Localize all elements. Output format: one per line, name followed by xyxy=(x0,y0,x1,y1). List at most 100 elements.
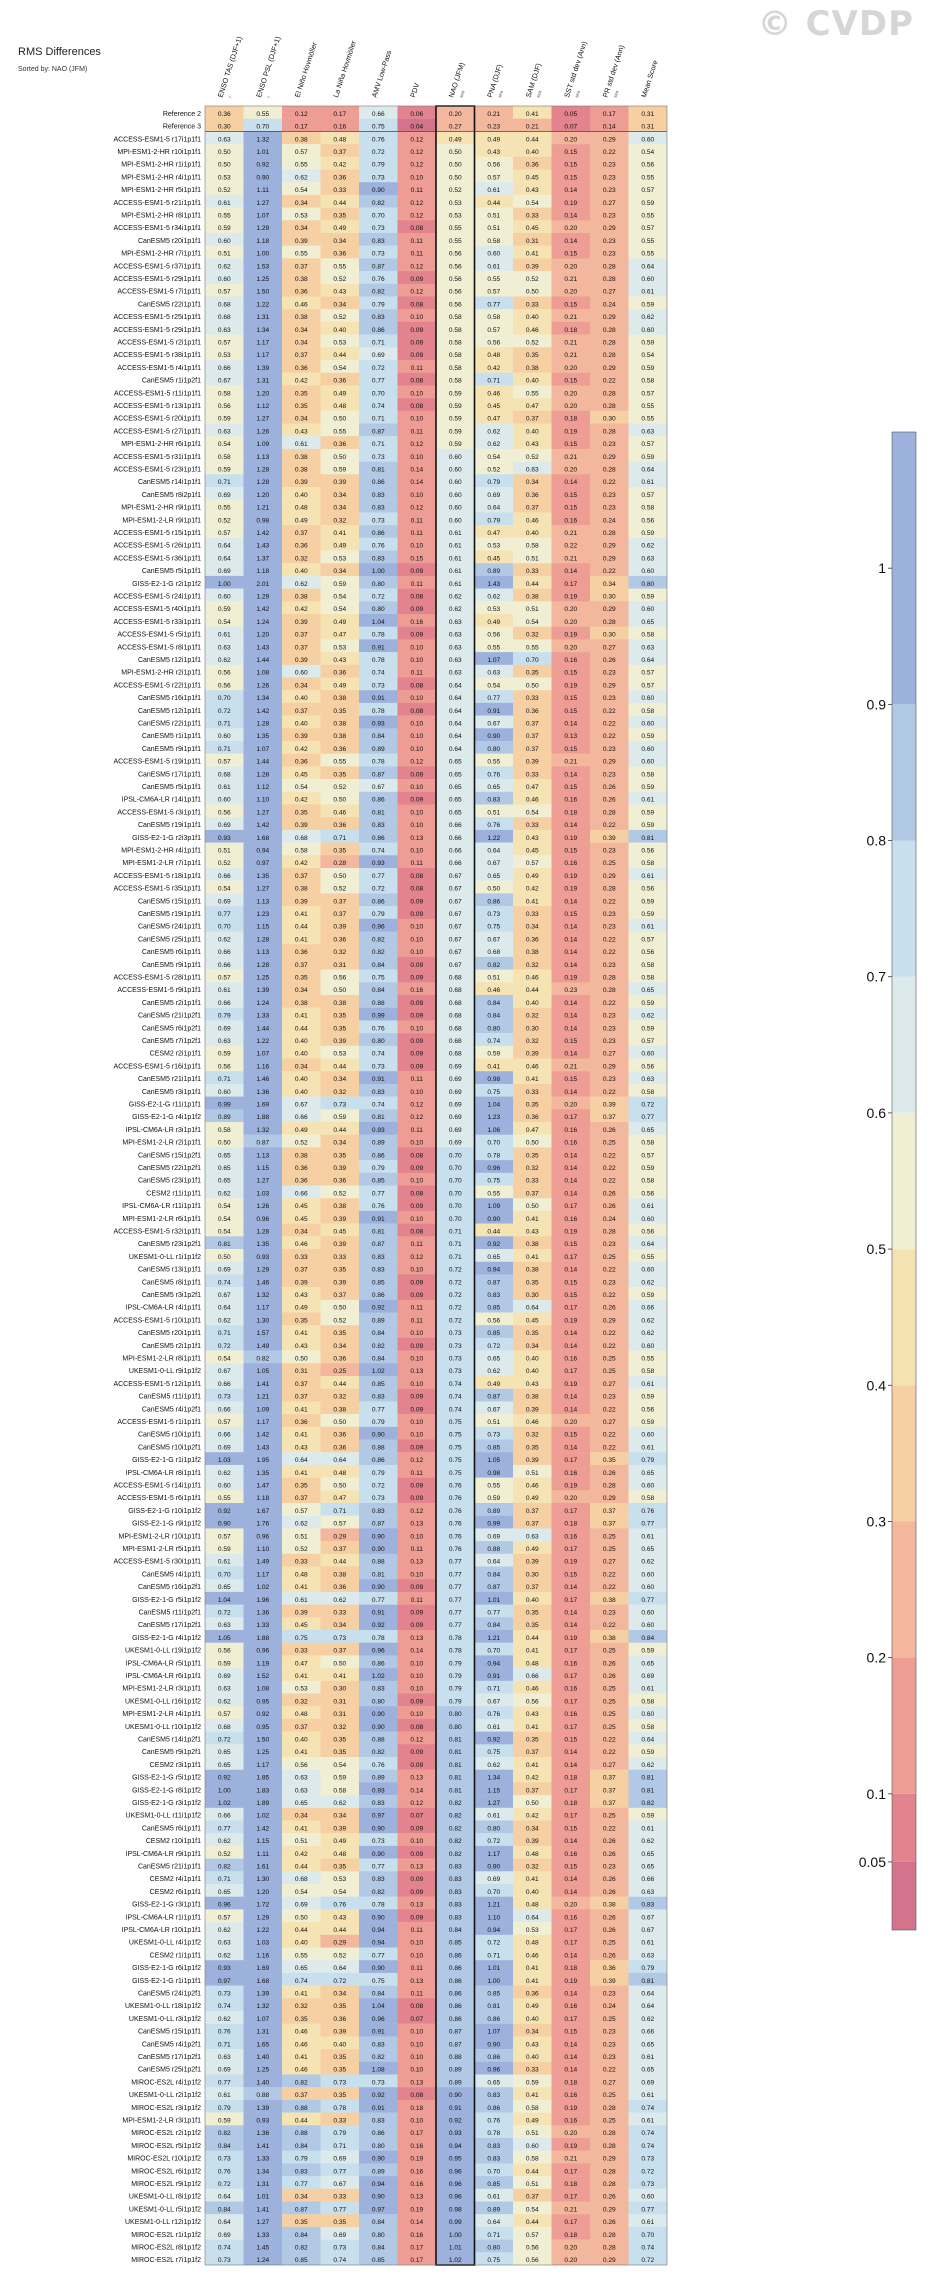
cell-value: 0.40 xyxy=(295,568,308,575)
cell-value: 0.57 xyxy=(218,289,231,296)
cell-value: 0.58 xyxy=(526,2156,539,2163)
cell-value: 0.70 xyxy=(487,2168,500,2175)
cell-value: 1.52 xyxy=(256,1673,269,1680)
heatmap-cell xyxy=(513,944,552,958)
cell-value: 0.42 xyxy=(487,365,500,372)
heatmap-cell xyxy=(320,741,359,754)
cell-value: 0.70 xyxy=(487,1140,500,1147)
cell-value: 0.62 xyxy=(218,1838,231,1845)
cell-value: 0.69 xyxy=(372,352,385,359)
cell-value: 0.59 xyxy=(641,809,654,816)
column-header: PR std dev (Ann) xyxy=(601,44,626,99)
cell-value: 0.30 xyxy=(603,594,616,601)
cell-value: 0.67 xyxy=(641,1914,654,1921)
cell-value: 0.86 xyxy=(372,797,385,804)
heatmap-cell xyxy=(436,474,475,488)
cell-value: 0.53 xyxy=(487,543,500,550)
heatmap-cell xyxy=(397,563,436,577)
cell-value: 0.51 xyxy=(295,1533,308,1540)
heatmap-cell xyxy=(243,1947,282,1961)
heatmap-cell xyxy=(513,1274,552,1288)
cell-value: 0.49 xyxy=(333,1838,346,1845)
cell-value: 0.58 xyxy=(641,1178,654,1185)
cell-value: 0.61 xyxy=(641,2219,654,2226)
cell-value: 0.64 xyxy=(449,708,462,715)
cell-value: 0.65 xyxy=(449,809,462,816)
heatmap-cell xyxy=(551,614,590,627)
heatmap-cell xyxy=(359,842,398,856)
cell-value: 0.36 xyxy=(333,822,346,829)
heatmap-cell xyxy=(628,1579,667,1593)
heatmap-cell xyxy=(590,360,629,373)
cell-value: 0.46 xyxy=(295,2067,308,2074)
heatmap-cell xyxy=(474,880,513,894)
cell-value: 0.33 xyxy=(333,2118,346,2125)
cell-value: 0.93 xyxy=(256,1254,269,1261)
heatmap-cell xyxy=(628,944,667,958)
heatmap-cell xyxy=(359,1452,398,1466)
row-label: ACCESS-ESM1-5 r13i1p1f1 xyxy=(113,403,201,410)
cell-value: 0.81 xyxy=(641,835,654,842)
row-label: ACCESS-ESM1-5 r12i1p1f1 xyxy=(113,1381,201,1388)
heatmap-cell xyxy=(320,893,359,907)
heatmap-cell xyxy=(205,1198,244,1212)
cell-value: 0.34 xyxy=(333,568,346,575)
cell-value: 0.17 xyxy=(295,124,308,131)
cell-value: 0.63 xyxy=(449,670,462,677)
heatmap-cell xyxy=(628,360,667,373)
heatmap-cell xyxy=(590,1464,629,1478)
cell-value: 0.24 xyxy=(603,301,616,308)
heatmap-cell xyxy=(282,1871,321,1885)
cell-value: 0.54 xyxy=(218,619,231,626)
cell-value: 0.60 xyxy=(218,1089,231,1096)
cell-value: 0.11 xyxy=(411,1965,424,1972)
heatmap-cell xyxy=(551,1782,590,1796)
cell-value: 1.42 xyxy=(256,1432,269,1439)
heatmap-cell xyxy=(359,118,398,132)
heatmap-cell xyxy=(205,1096,244,1110)
cell-value: 0.59 xyxy=(641,1749,654,1756)
heatmap-cell xyxy=(243,1223,282,1237)
cell-value: 0.35 xyxy=(333,2092,346,2099)
row-label: CanESM5 r20i1p1f1 xyxy=(138,238,201,245)
heatmap-cell xyxy=(205,1630,244,1643)
cell-value: 0.35 xyxy=(295,2016,308,2023)
cell-value: 0.40 xyxy=(295,1051,308,1058)
cell-value: 0.65 xyxy=(641,2067,654,2074)
heatmap-cell xyxy=(590,1274,629,1288)
heatmap-cell xyxy=(243,169,282,183)
cell-value: 0.59 xyxy=(641,1292,654,1299)
heatmap-cell xyxy=(243,258,282,272)
heatmap-cell xyxy=(551,1122,590,1135)
cell-value: 0.69 xyxy=(449,1076,462,1083)
heatmap-cell xyxy=(590,956,629,970)
row-label: IPSL-CM6A-LR r5i1p1f1 xyxy=(126,1660,202,1667)
cell-value: 0.10 xyxy=(410,1419,423,1426)
cell-value: 0.73 xyxy=(218,2257,231,2264)
heatmap-cell xyxy=(282,118,321,132)
cell-value: 0.81 xyxy=(372,1229,385,1236)
cell-value: 0.63 xyxy=(218,2054,231,2061)
heatmap-cell xyxy=(590,156,629,170)
cell-value: 0.32 xyxy=(526,1165,539,1172)
cell-value: 1.50 xyxy=(256,1737,269,1744)
cell-value: 0.80 xyxy=(487,746,500,753)
cell-value: 0.50 xyxy=(218,1140,231,1147)
heatmap-cell xyxy=(513,1134,552,1148)
cell-value: 0.90 xyxy=(256,174,269,181)
heatmap-cell xyxy=(436,1820,475,1834)
cell-value: 0.12 xyxy=(410,1114,423,1121)
cell-value: 0.94 xyxy=(487,1660,500,1667)
heatmap-cell xyxy=(551,969,590,983)
heatmap-cell xyxy=(513,1972,552,1986)
cell-value: 0.71 xyxy=(487,1952,500,1959)
cell-value: 1.26 xyxy=(256,428,269,435)
heatmap-cell xyxy=(436,626,475,640)
heatmap-cell xyxy=(282,982,321,996)
heatmap-cell xyxy=(551,931,590,945)
heatmap-cell xyxy=(551,360,590,373)
cell-value: 0.55 xyxy=(487,644,500,651)
cell-value: 0.20 xyxy=(564,467,577,474)
colorbar-segment xyxy=(892,1793,916,1862)
heatmap-cell xyxy=(513,1490,552,1504)
